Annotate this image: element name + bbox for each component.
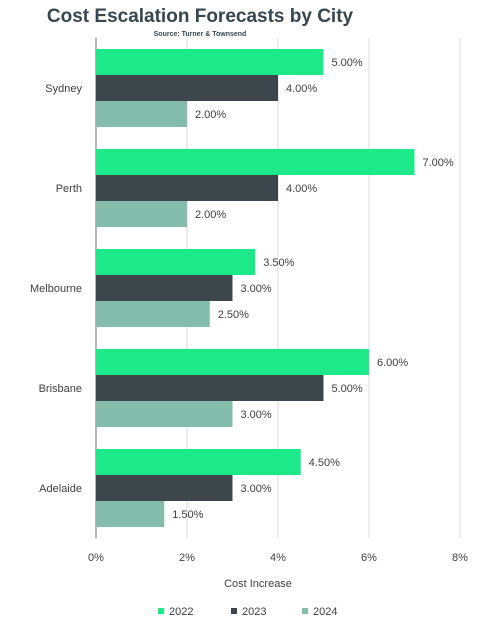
legend-label: 2023 [242, 606, 266, 618]
category-label: Perth [56, 183, 82, 195]
bar [96, 201, 187, 227]
bars [96, 49, 415, 527]
x-tick-label: 8% [452, 552, 468, 564]
x-tick-labels: 0% 2% 4% 6% 8% [88, 552, 468, 564]
bar [96, 501, 165, 527]
legend-label: 2024 [313, 606, 337, 618]
category-labels: Sydney Perth Melbourne Brisbane Adelaide [30, 83, 82, 495]
data-label: 3.00% [241, 483, 272, 495]
legend-swatch [302, 608, 308, 614]
bar [96, 175, 278, 201]
bar [96, 375, 324, 401]
data-label: 3.00% [241, 409, 272, 421]
category-label: Melbourne [30, 283, 82, 295]
data-label: 3.50% [263, 257, 294, 269]
category-label: Adelaide [39, 483, 82, 495]
data-label: 2.50% [218, 309, 249, 321]
bar [96, 449, 301, 475]
data-label: 4.00% [286, 183, 317, 195]
bar [96, 75, 278, 101]
data-label: 2.00% [195, 209, 226, 221]
bar [96, 475, 233, 501]
x-axis-title: Cost Increase [224, 578, 292, 590]
category-label: Sydney [45, 83, 82, 95]
data-label: 5.00% [332, 383, 363, 395]
bar [96, 249, 256, 275]
x-tick-label: 4% [270, 552, 286, 564]
data-label: 3.00% [241, 283, 272, 295]
data-label: 6.00% [377, 357, 408, 369]
bar [96, 101, 187, 127]
data-label: 2.00% [195, 109, 226, 121]
legend: 2022 2023 2024 [158, 606, 337, 618]
legend-swatch [231, 608, 237, 614]
data-label: 7.00% [423, 157, 454, 169]
data-label: 4.50% [309, 457, 340, 469]
category-label: Brisbane [39, 383, 82, 395]
data-labels: 5.00% 4.00% 2.00% 7.00% 4.00% 2.00% 3.50% 3.00%… [172, 57, 454, 521]
data-label: 5.00% [332, 57, 363, 69]
data-label: 4.00% [286, 83, 317, 95]
chart-title: Cost Escalation Forecasts by City [46, 6, 354, 27]
data-label: 1.50% [172, 509, 203, 521]
bar [96, 149, 415, 175]
bar [96, 49, 324, 75]
bar [96, 349, 369, 375]
legend-swatch [158, 608, 164, 614]
chart-subtitle: Source: Turner & Townsend [153, 31, 247, 38]
bar [96, 275, 233, 301]
x-tick-label: 0% [88, 552, 104, 564]
legend-label: 2022 [169, 606, 193, 618]
bar [96, 301, 210, 327]
x-tick-label: 2% [179, 552, 195, 564]
bar [96, 401, 233, 427]
x-tick-label: 6% [361, 552, 377, 564]
